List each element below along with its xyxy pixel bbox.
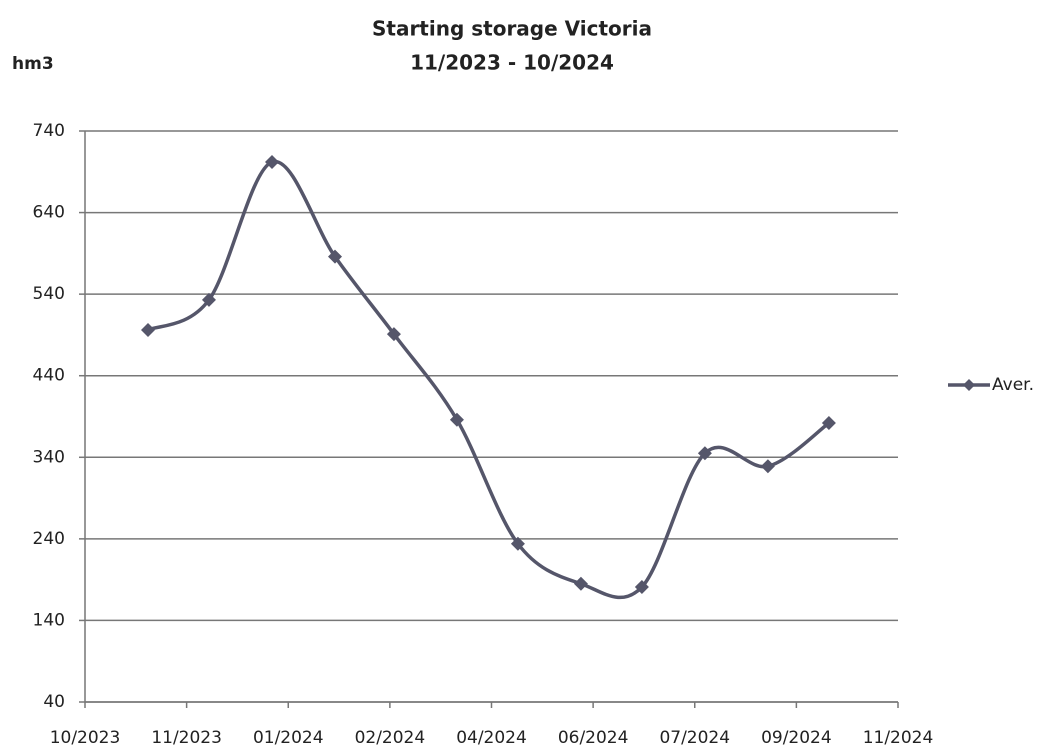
point-marker [449, 412, 464, 427]
point-marker [386, 327, 401, 342]
point-marker [573, 576, 588, 591]
point-marker [201, 292, 216, 307]
x-tick-label: 11/2024 [863, 728, 934, 748]
x-tick-label: 07/2024 [659, 728, 730, 748]
y-axis-label: hm3 [12, 54, 54, 74]
y-tick-label: 640 [33, 203, 65, 223]
legend-label: Aver. [992, 375, 1034, 395]
point-marker [141, 323, 156, 338]
x-tick-label: 09/2024 [761, 728, 832, 748]
y-tick-label: 440 [33, 366, 65, 386]
y-tick-label: 40 [43, 692, 65, 712]
y-tick-label: 240 [33, 529, 65, 549]
x-tick-label: 10/2023 [50, 728, 121, 748]
x-tick-label: 02/2024 [355, 728, 426, 748]
y-tick-label: 540 [33, 284, 65, 304]
point-marker [760, 459, 775, 474]
x-tick-label: 11/2023 [151, 728, 222, 748]
legend-marker [963, 379, 975, 391]
y-tick-label: 740 [33, 121, 65, 141]
x-tick-label: 04/2024 [456, 728, 527, 748]
y-tick-label: 140 [33, 610, 65, 630]
point-marker [697, 446, 712, 461]
point-marker [821, 416, 836, 431]
point-marker [264, 154, 279, 169]
point-marker [634, 579, 649, 594]
x-tick-label: 01/2024 [253, 728, 324, 748]
chart-title: Starting storage Victoria [372, 17, 652, 41]
x-tick-label: 06/2024 [558, 728, 629, 748]
chart-subtitle: 11/2023 - 10/2024 [410, 51, 614, 75]
y-tick-label: 340 [33, 447, 65, 467]
point-marker [510, 536, 525, 551]
point-marker [327, 249, 342, 264]
series-line [147, 160, 830, 600]
